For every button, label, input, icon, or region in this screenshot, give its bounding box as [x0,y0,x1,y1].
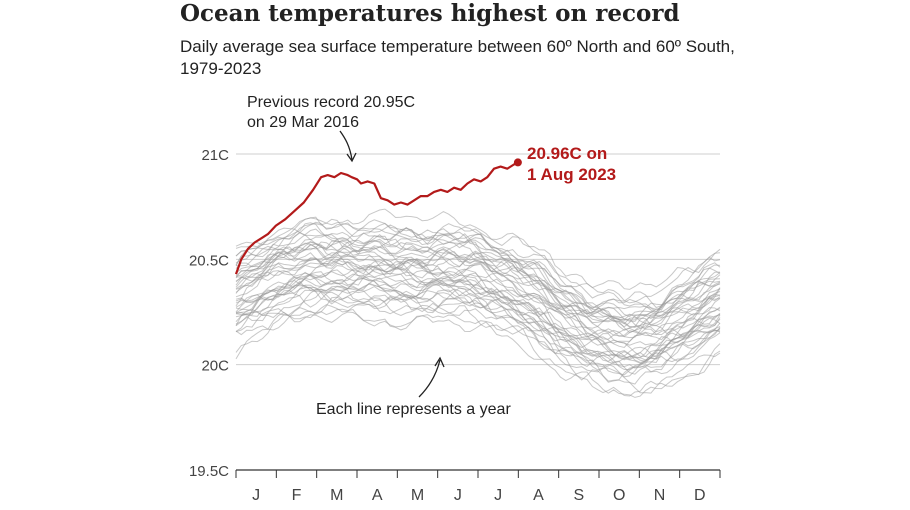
previous-record-label-line2: on 29 Mar 2016 [247,114,359,131]
previous-record-arrowhead [346,152,357,163]
record-point [513,158,522,167]
previous-record-label-line1: Previous record 20.95C [247,94,415,111]
month-label: J [454,487,462,504]
chart-subtitle: Daily average sea surface temperature be… [180,37,735,78]
past-year-line [235,231,721,321]
latest-record-label-line2: 1 Aug 2023 [527,165,616,184]
month-label: J [252,487,260,504]
past-year-line [235,287,721,363]
past-year-line [235,218,721,313]
past-year-line [235,224,721,329]
past-year-line [235,264,721,359]
month-label: J [494,487,502,504]
month-label: M [330,487,343,504]
past-year-line [235,266,721,346]
past-year-line [235,296,721,394]
past-year-line [235,280,721,369]
past-year-line [235,259,721,358]
y-axis-ticks: 21C 20.5C 20C 19.5C [189,147,229,480]
y-tick-label: 21C [201,147,229,164]
month-label: N [654,487,666,504]
past-year-line [235,266,721,364]
month-label: D [694,487,706,504]
month-label: A [533,487,544,504]
previous-record-arrow [339,130,353,161]
past-year-line [235,216,721,290]
month-label: F [292,487,302,504]
each-line-label: Each line represents a year [316,401,511,418]
past-year-line [235,311,721,398]
past-year-line [235,221,721,314]
chart-title: Ocean temperatures highest on record [180,0,680,27]
past-year-line [235,256,721,346]
month-label: O [613,487,625,504]
past-year-line [235,242,721,322]
latest-record-label-line1: 20.96C on [527,144,607,163]
past-year-line [235,256,721,338]
y-tick-label: 20.5C [189,252,229,269]
month-label: S [573,487,584,504]
past-year-line [235,254,721,349]
y-tick-label: 20C [201,358,229,375]
each-line-arrow [418,359,441,398]
month-label: M [411,487,424,504]
month-label: A [372,487,383,504]
line-2023 [234,161,519,275]
each-line-arrowhead [434,356,445,368]
past-year-lines [235,208,721,398]
past-year-line [235,222,721,310]
past-year-line [235,289,721,385]
y-tick-label: 19.5C [189,463,229,480]
past-year-line [235,228,721,318]
series-2023 [234,158,522,275]
past-year-line [235,275,721,367]
